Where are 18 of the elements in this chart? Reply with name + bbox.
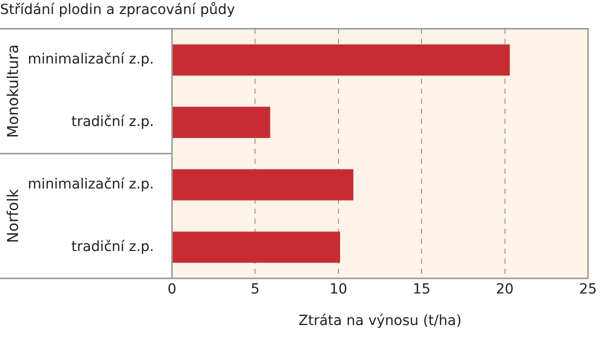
bar: [172, 169, 354, 200]
text: Norfolk: [4, 188, 22, 243]
x-tick-label: 25: [579, 281, 597, 298]
x-tick-label: 15: [412, 281, 431, 298]
x-tick-label: 5: [250, 281, 260, 298]
y-tick-label: minimalizační z.p.: [28, 52, 154, 68]
text: Monokultura: [4, 44, 22, 138]
x-tick-label: 0: [168, 281, 176, 298]
y-tick-label: tradiční z.p.: [71, 238, 154, 255]
chart-title: Střídání plodin a zpracování půdy: [0, 2, 236, 18]
y-tick-label: tradiční z.p.: [71, 114, 154, 130]
bar: [172, 232, 340, 263]
bar: [172, 106, 270, 138]
x-tick-label: 10: [329, 281, 348, 298]
x-axis-title: Ztráta na výnosu (t/ha): [298, 313, 462, 330]
x-tick-label: 20: [496, 281, 514, 298]
bar: [172, 44, 510, 76]
y-tick-label: minimalizační z.p.: [28, 176, 154, 192]
